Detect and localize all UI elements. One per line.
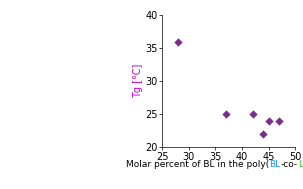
Text: BL: BL — [270, 160, 281, 169]
Point — [266, 119, 271, 122]
Text: -co-: -co- — [281, 160, 298, 169]
Y-axis label: Tg [°C]: Tg [°C] — [133, 64, 143, 98]
Point — [277, 119, 282, 122]
Point — [224, 113, 228, 116]
Point — [176, 40, 181, 43]
Point — [261, 133, 266, 136]
Point — [250, 113, 255, 116]
Text: Molar percent of BL in the poly(: Molar percent of BL in the poly( — [126, 160, 270, 169]
Text: LA: LA — [298, 160, 303, 169]
